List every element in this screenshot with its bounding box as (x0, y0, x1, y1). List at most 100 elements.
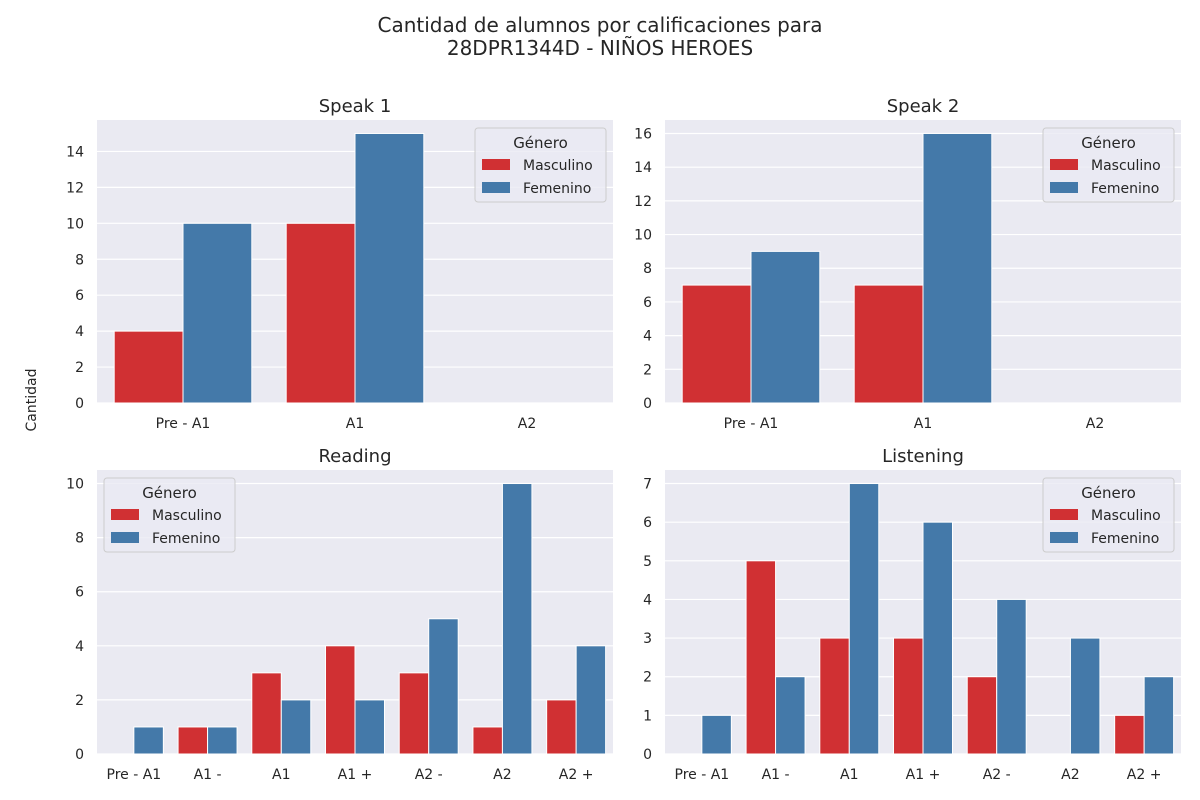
y-tick-label: 16 (634, 126, 652, 142)
legend-swatch-femenino (1050, 182, 1078, 193)
x-tick-label: A2 (1061, 767, 1079, 783)
bar-femenino-3 (922, 521, 953, 755)
panel-title: Listening (882, 446, 964, 467)
bar-masculino-2 (251, 672, 282, 755)
y-tick-label: 4 (75, 639, 84, 655)
legend-title: Género (142, 484, 197, 502)
bar-femenino-1 (354, 132, 425, 404)
y-tick-label: 4 (643, 329, 652, 345)
chart-panel-3: 0 1 2 3 4 5 6 7 Pre - A1 A1 - A1 A1 + A2 - A2 A2 + List… (643, 446, 1181, 783)
panel-title: Speak 2 (887, 96, 960, 117)
legend-title: Género (513, 134, 568, 152)
y-axis-label: Cantidad (24, 369, 40, 432)
legend-title: Género (1081, 134, 1136, 152)
bar-femenino-6 (575, 645, 607, 755)
x-tick-label: A2 + (1127, 767, 1162, 783)
bar-femenino-3 (354, 699, 385, 755)
y-tick-label: 12 (634, 194, 652, 210)
x-tick-label: Pre - A1 (724, 416, 779, 432)
x-tick-label: A1 (346, 416, 364, 432)
legend: Género Masculino Femenino (1042, 127, 1175, 203)
y-tick-label: 6 (75, 585, 84, 601)
bar-femenino-0 (133, 726, 164, 755)
legend: Género Masculino Femenino (1042, 477, 1175, 553)
bar-femenino-1 (922, 132, 993, 404)
legend-label-masculino: Masculino (523, 158, 593, 174)
figure-title-line-1: Cantidad de alumnos por calificaciones p… (377, 13, 822, 37)
bar-femenino-0 (750, 250, 821, 404)
x-tick-label: Pre - A1 (107, 767, 162, 783)
legend-swatch-masculino (482, 159, 510, 170)
y-tick-label: 10 (66, 216, 84, 232)
y-tick-label: 5 (643, 554, 652, 570)
figure-title-line-2: 28DPR1344D - NIÑOS HEROES (447, 36, 753, 60)
bar-femenino-4 (428, 618, 459, 755)
legend-swatch-femenino (1050, 532, 1078, 543)
legend-swatch-femenino (111, 532, 139, 543)
y-tick-label: 14 (634, 160, 652, 176)
y-tick-label: 8 (643, 261, 652, 277)
legend-label-femenino: Femenino (523, 181, 591, 197)
chart-panel-0: 0 2 4 6 8 10 12 14 Pre - A1 A1 A2 Speak 1 Género Masc… (66, 96, 613, 432)
legend-label-masculino: Masculino (1091, 158, 1161, 174)
y-tick-label: 4 (643, 592, 652, 608)
x-tick-label: A1 + (906, 767, 941, 783)
x-tick-label: A1 - (194, 767, 222, 783)
legend-label-femenino: Femenino (152, 531, 220, 547)
panel-title: Reading (318, 446, 391, 467)
bar-femenino-2 (280, 699, 312, 755)
y-tick-label: 0 (643, 396, 652, 412)
x-tick-label: A2 - (415, 767, 443, 783)
y-tick-label: 7 (643, 477, 652, 493)
x-tick-label: A1 (272, 767, 290, 783)
y-tick-label: 4 (75, 324, 84, 340)
x-tick-label: A1 - (762, 767, 790, 783)
bar-masculino-2 (819, 637, 850, 755)
y-tick-label: 6 (75, 288, 84, 304)
bar-masculino-3 (893, 637, 924, 755)
x-tick-label: A2 (518, 416, 536, 432)
y-tick-label: 2 (643, 670, 652, 686)
y-tick-label: 0 (75, 396, 84, 412)
y-tick-label: 2 (75, 693, 84, 709)
y-tick-label: 8 (75, 252, 84, 268)
x-tick-label: A2 + (559, 767, 594, 783)
bar-femenino-1 (207, 726, 238, 755)
y-tick-label: 10 (66, 477, 84, 493)
x-tick-label: A2 (1086, 416, 1104, 432)
y-tick-label: 12 (66, 180, 84, 196)
y-tick-label: 0 (643, 747, 652, 763)
bar-masculino-4 (966, 676, 998, 755)
y-tick-label: 8 (75, 531, 84, 547)
legend-swatch-masculino (111, 509, 139, 520)
panel-title: Speak 1 (319, 96, 392, 117)
legend-swatch-masculino (1050, 159, 1078, 170)
x-tick-label: A1 (840, 767, 858, 783)
bar-femenino-5 (501, 483, 533, 755)
bar-femenino-4 (996, 598, 1027, 755)
y-tick-label: 1 (643, 708, 652, 724)
y-tick-label: 10 (634, 228, 652, 244)
legend: Género Masculino Femenino (103, 477, 236, 553)
legend: Género Masculino Femenino (474, 127, 607, 203)
x-tick-label: A1 + (338, 767, 373, 783)
bar-masculino-6 (1114, 714, 1145, 755)
y-tick-label: 6 (643, 295, 652, 311)
bar-masculino-1 (745, 560, 777, 755)
bar-femenino-1 (775, 676, 806, 755)
bar-masculino-4 (398, 672, 430, 755)
bar-femenino-0 (701, 714, 732, 755)
y-tick-label: 6 (643, 515, 652, 531)
bar-femenino-2 (848, 483, 880, 755)
bar-masculino-5 (472, 726, 503, 755)
x-tick-label: A2 - (983, 767, 1011, 783)
bar-masculino-6 (546, 699, 577, 755)
legend-label-femenino: Femenino (1091, 181, 1159, 197)
y-tick-label: 2 (643, 362, 652, 378)
chart-panel-2: 0 2 4 6 8 10 Pre - A1 A1 - A1 A1 + A2 - A2 A2 + Readi… (66, 446, 613, 783)
bar-masculino-1 (285, 222, 356, 404)
bar-masculino-3 (325, 645, 356, 755)
legend-swatch-masculino (1050, 509, 1078, 520)
y-tick-label: 14 (66, 144, 84, 160)
